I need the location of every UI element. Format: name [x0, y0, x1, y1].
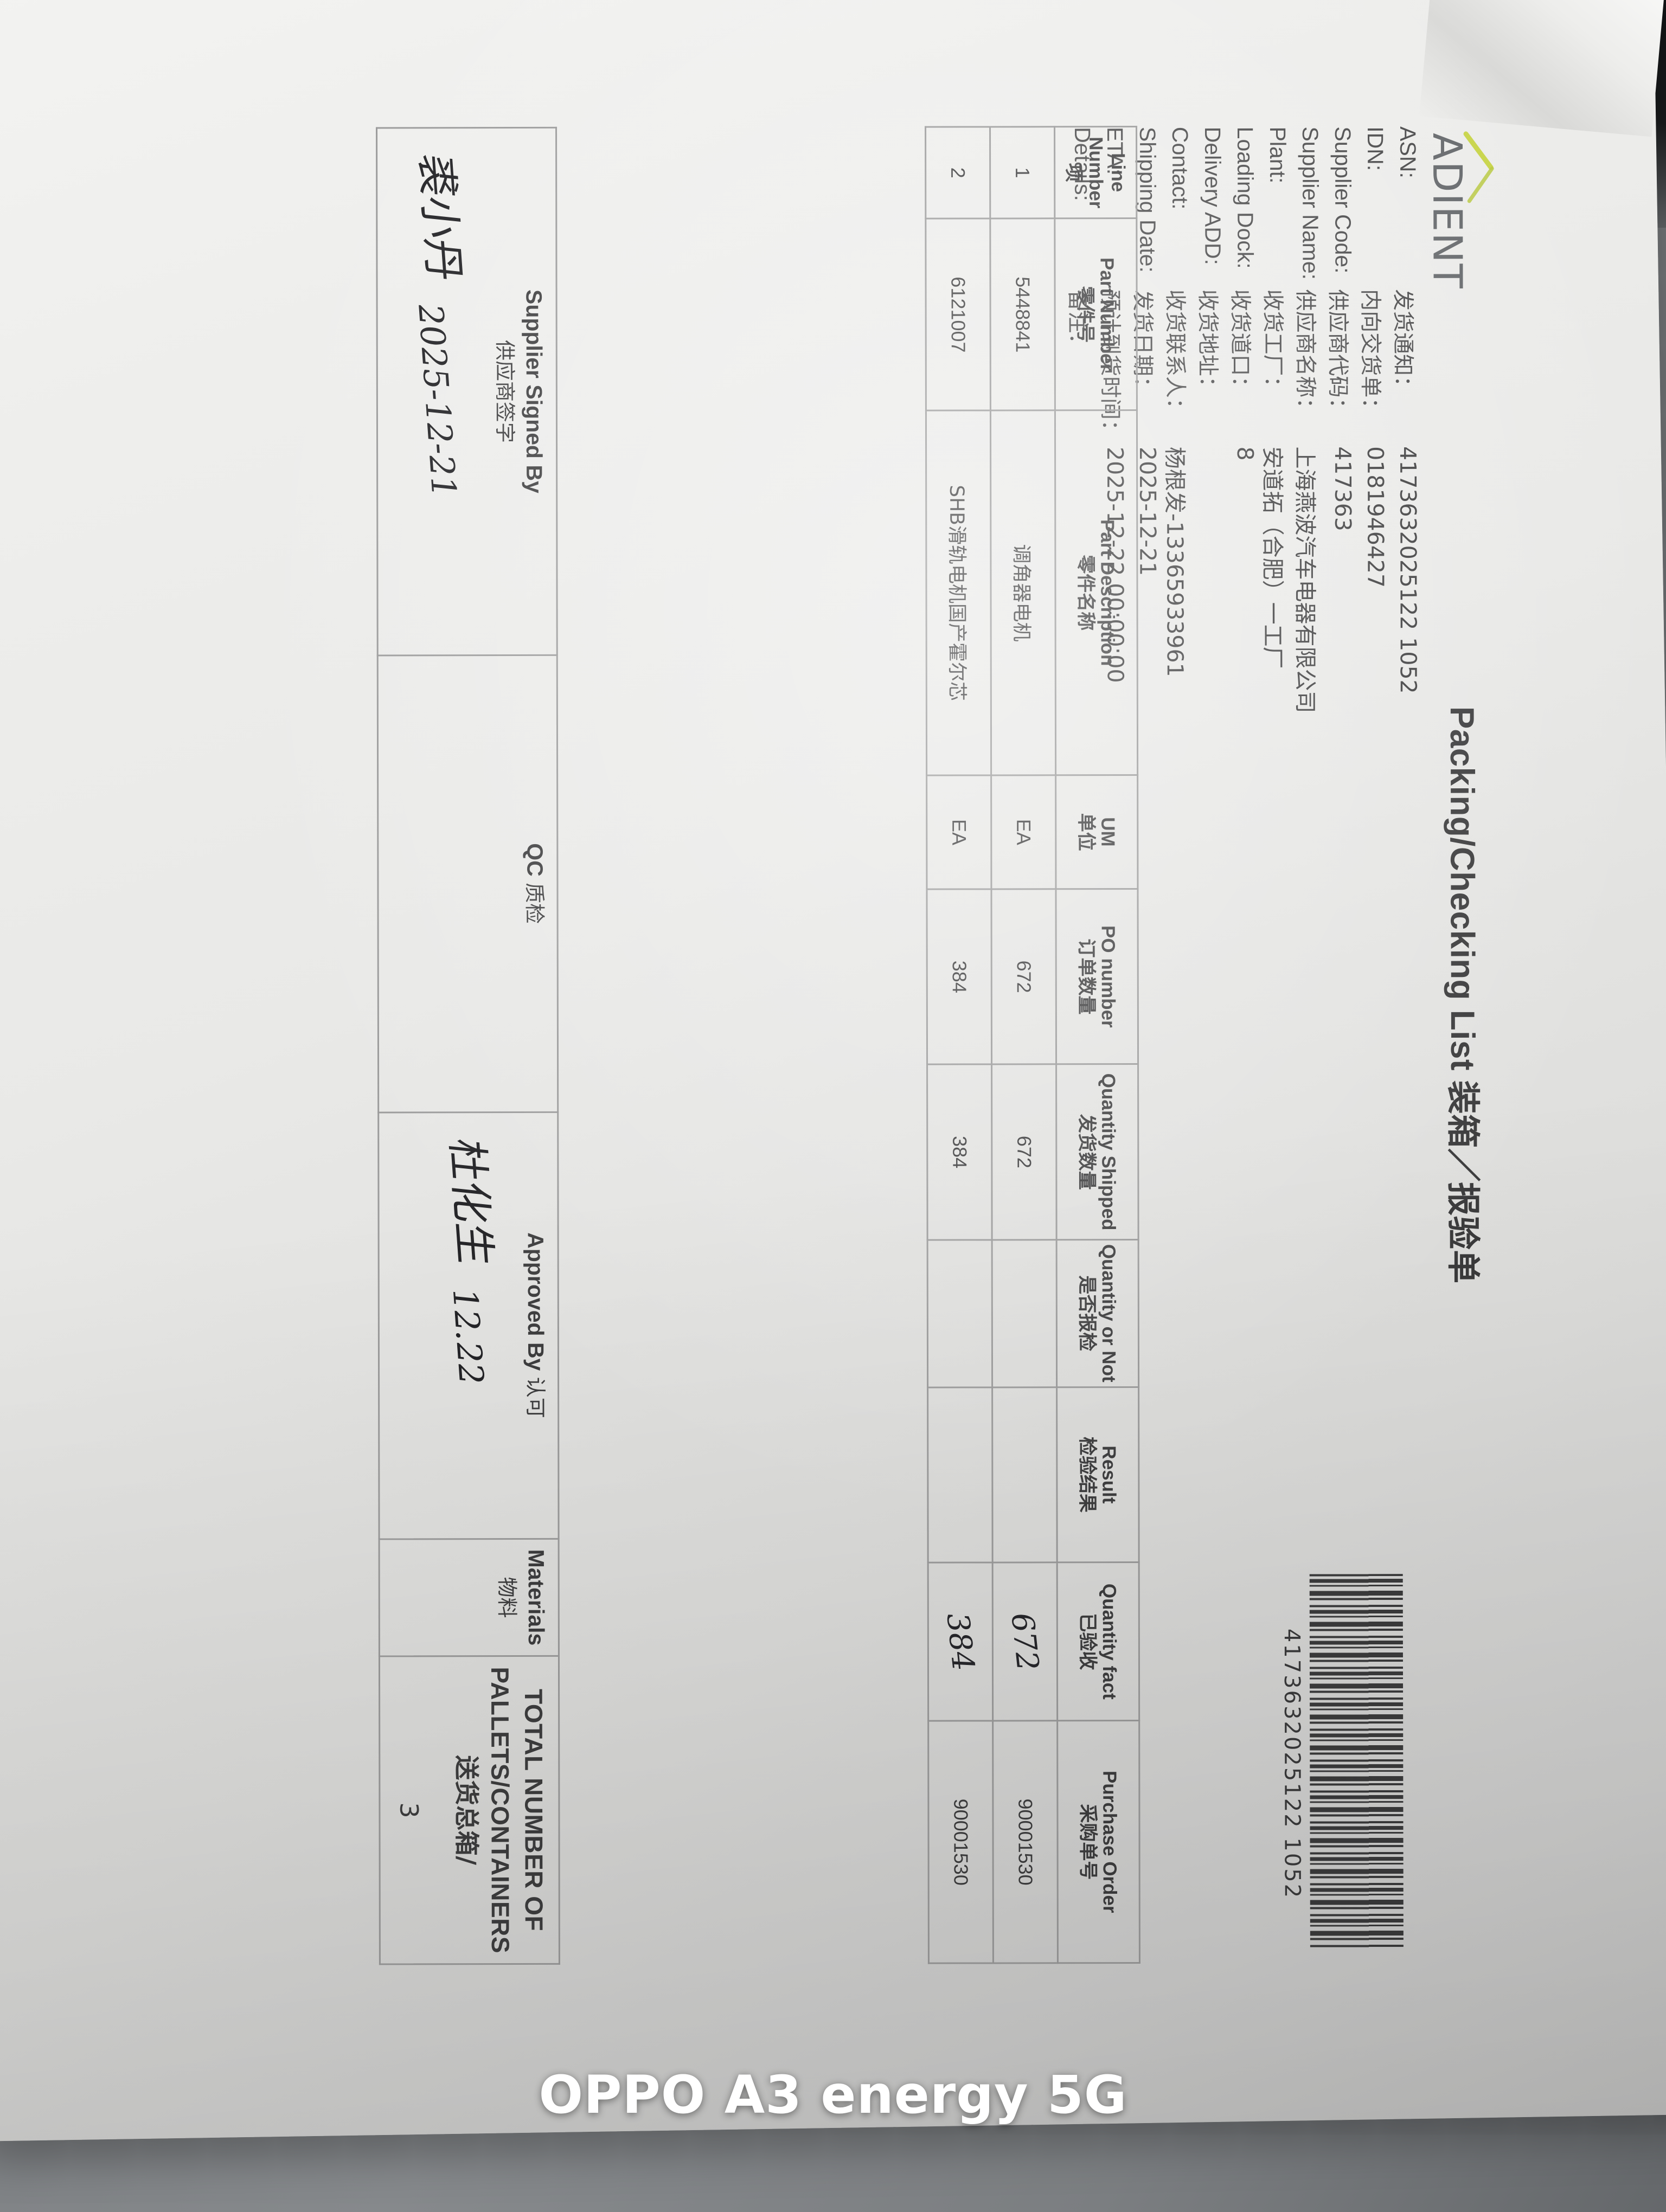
approved-by-label: Approved By 认可 [523, 1232, 549, 1418]
field-label: IDN: [1363, 126, 1388, 171]
col-po-number: PO number 订单数量 [1055, 889, 1138, 1065]
field-label: Delivery ADD: [1200, 126, 1226, 265]
field-contact: Contact: 收货联系人： 杨根发-13365933961 [1160, 127, 1194, 713]
field-value: 0181946427 [1362, 446, 1389, 588]
field-supplier-name: Supplier Name: 供应商名称： 上海燕波汽车电器有限公司 [1290, 126, 1324, 713]
field-label-cn: 发货通知： [1390, 289, 1415, 398]
col-part-number: Part Number 零件号 [1054, 218, 1137, 411]
field-value: 上海燕波汽车电器有限公司 [1292, 446, 1318, 713]
table-row: 2 6121007 SHB滑轨电机国产霍尔芯 EA 384 384 384 90… [925, 126, 994, 1964]
cell-materials: Materials 物料 [379, 1538, 559, 1657]
cell-result [927, 1387, 993, 1563]
signature-block: Supplier Signed By 供应商签字 裘小丹 2025-12-21 … [376, 127, 560, 1965]
cell-line-number: 2 [925, 126, 990, 219]
field-value: 8 [1232, 446, 1259, 461]
cell-quantity-fact: 384 [928, 1562, 993, 1721]
field-value: 4173632025122 1052 [1395, 446, 1421, 694]
cell-po-number: 384 [926, 889, 992, 1065]
handwritten-quantity: 672 [1004, 1612, 1046, 1671]
col-purchase-order: Purchase Order 采购单号 [1057, 1720, 1140, 1963]
col-um: UM 单位 [1055, 775, 1138, 889]
items-table: Line Number 项 Part Number 零件号 Part Descr… [925, 126, 1140, 1964]
cell-quantity-fact: 672 [992, 1562, 1058, 1721]
cell-part-number: 5448841 [990, 218, 1055, 411]
approver-signature-handwriting: 杜化生 [441, 1136, 499, 1268]
field-supplier-code: Supplier Code: 供应商代码： 417363 [1323, 126, 1356, 713]
cell-um: EA [926, 775, 991, 890]
paper-sheet: ADIENT Packing/Checking List 装箱／报验单 ASN:… [0, 0, 1666, 2141]
cell-quantity-shipped: 384 [927, 1064, 992, 1240]
field-label-cn: 收货地址： [1195, 289, 1220, 398]
cell-quantity-or-not [927, 1239, 992, 1387]
field-label: Supplier Name: [1298, 126, 1323, 280]
signature-header-row: Supplier Signed By 供应商签字 裘小丹 2025-12-21 … [376, 127, 560, 1964]
field-loading-dock: Loading Dock: 收货道口： 8 [1225, 127, 1259, 713]
adient-accent-icon [1463, 131, 1494, 203]
field-value: 2025-12-21 [1135, 446, 1161, 576]
cell-part-description: SHB滑轨电机国产霍尔芯 [926, 410, 991, 775]
cell-total-pallets: TOTAL NUMBER OF PALLETS/CONTAINERS 送货总箱/… [379, 1656, 560, 1964]
page-title: Packing/Checking List 装箱／报验单 [1443, 706, 1482, 1284]
cell-part-number: 6121007 [925, 218, 991, 411]
materials-label: Materials 物料 [495, 1549, 549, 1646]
handwritten-quantity: 384 [939, 1612, 982, 1672]
table-header-row: Line Number 项 Part Number 零件号 Part Descr… [1054, 126, 1140, 1963]
field-value: 417363 [1330, 446, 1356, 531]
supplier-signed-by-label: Supplier Signed By 供应商签字 [492, 289, 547, 493]
field-plant: Plant: 收货工厂： 安道拓（合肥）一工厂 [1258, 126, 1291, 713]
field-label-cn: 收货道口： [1227, 289, 1253, 398]
col-line-number: Line Number 项 [1054, 126, 1137, 219]
field-label: Plant: [1265, 126, 1291, 184]
table-row: 1 5448841 调角器电机 EA 672 672 672 90001530 [990, 126, 1058, 1963]
field-label-cn: 收货联系人： [1162, 289, 1188, 420]
cell-supplier-signed-by: Supplier Signed By 供应商签字 裘小丹 2025-12-21 [376, 127, 558, 655]
field-value: 安道拓（合肥）一工厂 [1259, 446, 1286, 669]
field-asn: ASN: 发货通知： 4173632025122 1052 [1388, 126, 1421, 713]
supplier-signature-date: 2025-12-21 [411, 302, 465, 500]
col-part-description: Part Description 零件名称 [1055, 410, 1138, 775]
supplier-signature-handwriting: 裘小丹 [410, 152, 469, 284]
col-quantity-fact: Quantity fact 已验收 [1057, 1562, 1139, 1721]
approver-signature-date: 12.22 [444, 1286, 492, 1386]
field-idn: IDN: 内向交货单： 0181946427 [1355, 126, 1389, 713]
total-pallets-value: 3 [394, 1802, 424, 1818]
cell-quantity-or-not [992, 1239, 1057, 1387]
col-quantity-or-not: Quantity or Not 是否报检 [1056, 1239, 1139, 1387]
adient-logo: ADIENT [1414, 126, 1496, 408]
cell-purchase-order: 90001530 [928, 1721, 994, 1964]
adient-logo-text: ADIENT [1424, 132, 1471, 290]
cell-purchase-order: 90001530 [992, 1721, 1058, 1963]
field-label-cn: 收货工厂： [1260, 289, 1285, 398]
field-label: Loading Dock: [1233, 126, 1258, 269]
field-label: Contact: [1168, 126, 1193, 210]
qc-label: QC 质检 [522, 843, 548, 924]
cell-result [992, 1387, 1058, 1562]
cell-quantity-shipped: 672 [991, 1064, 1057, 1240]
field-label-cn: 供应商名称： [1292, 289, 1318, 420]
cell-part-description: 调角器电机 [990, 410, 1056, 775]
col-quantity-shipped: Quantity Shipped 发货数量 [1056, 1064, 1139, 1240]
barcode-block: 4173632025122 1052 [1279, 1574, 1404, 1953]
cell-line-number: 1 [990, 126, 1055, 219]
barcode-icon [1309, 1574, 1404, 1949]
field-label: Supplier Code: [1330, 126, 1356, 274]
total-pallets-label: TOTAL NUMBER OF PALLETS/CONTAINERS 送货总箱/ [452, 1667, 548, 1954]
field-label: ASN: [1395, 126, 1421, 178]
field-label-cn: 供应商代码： [1325, 289, 1350, 420]
packing-checking-list-document: ADIENT Packing/Checking List 装箱／报验单 ASN:… [129, 61, 1520, 2037]
barcode-number: 4173632025122 1052 [1279, 1628, 1305, 1900]
cell-po-number: 672 [991, 889, 1056, 1065]
cell-qc: QC 质检 [377, 655, 558, 1113]
field-label-cn: 内向交货单： [1357, 289, 1383, 420]
field-label: Shipping Date: [1135, 126, 1161, 273]
cell-um: EA [991, 775, 1056, 890]
field-delivery-add: Delivery ADD: 收货地址： [1193, 127, 1226, 713]
camera-watermark: OPPO A3 energy 5G [539, 2065, 1127, 2125]
field-value: 杨根发-13365933961 [1162, 446, 1188, 677]
cell-approved-by: Approved By 认可 杜化生 12.22 [378, 1111, 559, 1539]
col-result: Result 检验结果 [1056, 1387, 1139, 1562]
